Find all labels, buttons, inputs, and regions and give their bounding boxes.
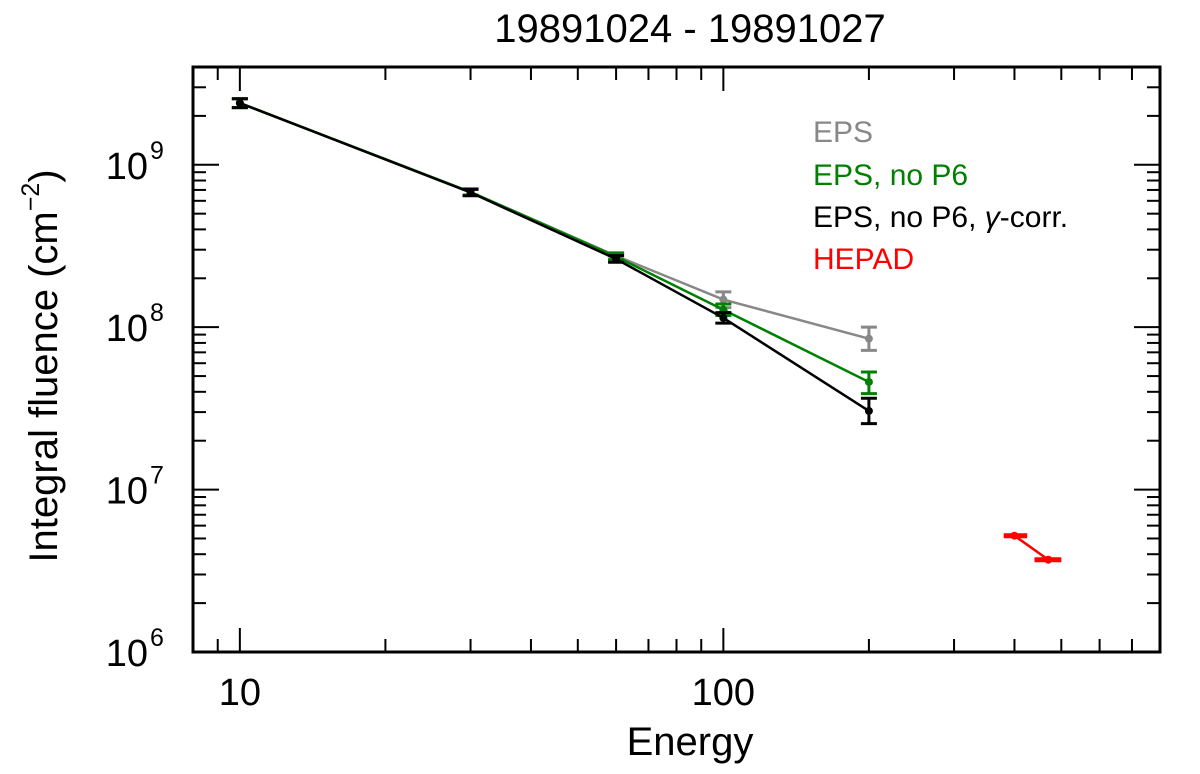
series-line bbox=[1013, 534, 1050, 561]
data-point bbox=[864, 334, 873, 343]
legend-entry: EPS bbox=[813, 116, 873, 149]
series-eps-no-p6-gamma-corr- bbox=[231, 97, 877, 426]
y-axis-label-base: Integral fluence (cm bbox=[22, 211, 66, 562]
y-axis-label-close: ) bbox=[22, 169, 66, 182]
plot-area bbox=[191, 65, 1162, 654]
y-tick-label-exponent: 6 bbox=[150, 624, 164, 652]
legend-entry-part: -corr. bbox=[1000, 201, 1068, 234]
series-layer bbox=[231, 97, 1062, 564]
data-point bbox=[235, 99, 244, 108]
data-point bbox=[864, 377, 873, 386]
y-tick-label: 10 bbox=[106, 633, 148, 675]
data-point bbox=[719, 313, 728, 322]
legend-entry: EPS, no P6 bbox=[813, 159, 968, 192]
legend-entry-part: γ bbox=[985, 201, 1002, 234]
legend-entry-part: EPS, no P6, bbox=[813, 201, 985, 234]
data-point bbox=[864, 406, 873, 415]
series-line bbox=[239, 101, 870, 412]
data-point bbox=[1010, 531, 1019, 540]
legend-entry: HEPAD bbox=[813, 243, 914, 276]
plot-frame bbox=[191, 65, 1162, 654]
series-hepad bbox=[1003, 531, 1062, 564]
x-tick-label: 10 bbox=[219, 672, 261, 714]
y-tick-label: 10 bbox=[106, 308, 148, 350]
x-tick-label: 100 bbox=[692, 672, 755, 714]
legend: EPS EPS, no P6 EPS, no P6, γ-corr. HEPAD bbox=[813, 116, 1068, 276]
y-tick-label: 10 bbox=[106, 471, 148, 513]
data-point bbox=[719, 295, 728, 304]
series-eps-no-p6 bbox=[231, 97, 877, 396]
y-tick-label-exponent: 7 bbox=[150, 462, 164, 490]
y-tick-label-exponent: 8 bbox=[150, 299, 164, 327]
y-tick-label: 10 bbox=[106, 146, 148, 188]
y-axis-label-exp: −2 bbox=[17, 183, 45, 212]
data-point bbox=[1044, 555, 1053, 564]
y-axis-label: Integral fluence (cm−2) bbox=[17, 169, 66, 562]
axis-ticks bbox=[192, 66, 1161, 653]
chart-title: 19891024 - 19891027 bbox=[494, 7, 885, 51]
legend-entry: EPS, no P6, γ-corr. bbox=[813, 201, 1068, 234]
y-tick-label-exponent: 9 bbox=[150, 137, 164, 165]
series-line bbox=[239, 101, 870, 384]
x-axis-label: Energy bbox=[627, 720, 754, 764]
data-point bbox=[466, 188, 475, 197]
data-point bbox=[612, 254, 621, 263]
